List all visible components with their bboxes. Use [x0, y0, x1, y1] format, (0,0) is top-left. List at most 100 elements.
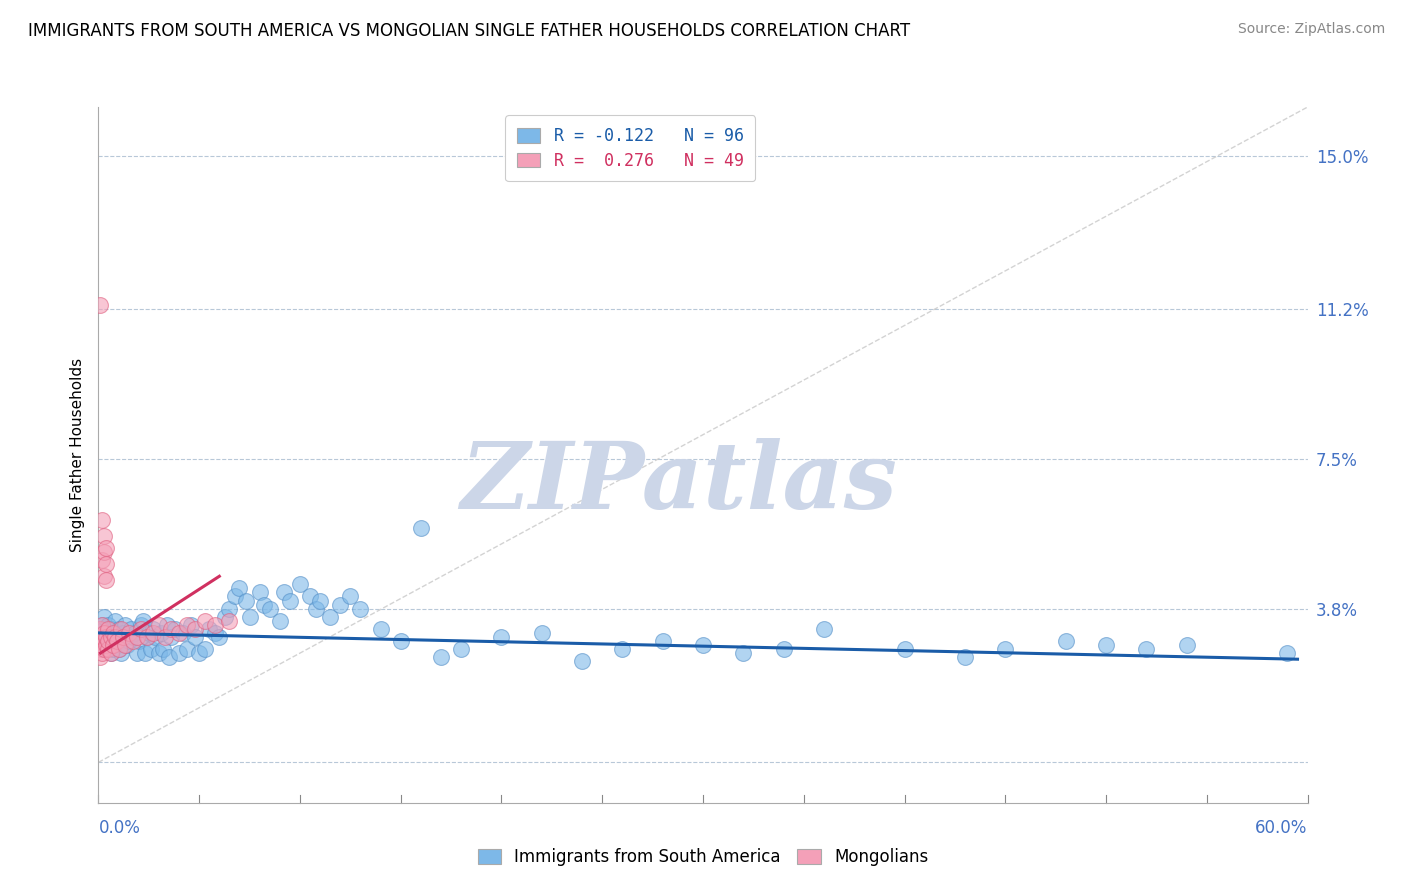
Point: [273, 585, 295, 599]
Point: [93, 622, 115, 636]
Point: [184, 630, 207, 644]
Point: [96, 574, 118, 588]
Text: 60.0%: 60.0%: [1256, 819, 1308, 837]
Point: [194, 614, 217, 628]
Point: [772, 642, 794, 657]
Point: [91, 553, 114, 567]
Point: [101, 638, 124, 652]
Point: [208, 630, 231, 644]
Point: [198, 622, 221, 636]
Point: [100, 622, 122, 636]
Point: [91, 646, 114, 660]
Point: [239, 609, 262, 624]
Point: [97, 630, 120, 644]
Point: [188, 646, 211, 660]
Point: [111, 630, 134, 644]
Point: [167, 626, 190, 640]
Point: [156, 617, 179, 632]
Point: [118, 626, 141, 640]
Point: [149, 626, 172, 640]
Point: [91, 630, 114, 644]
Point: [160, 630, 183, 644]
Point: [309, 593, 332, 607]
Point: [167, 646, 190, 660]
Point: [389, 634, 412, 648]
Point: [339, 590, 361, 604]
Point: [491, 630, 513, 644]
Point: [93, 529, 115, 543]
Point: [1054, 634, 1077, 648]
Point: [430, 650, 453, 665]
Point: [93, 626, 115, 640]
Point: [204, 626, 226, 640]
Point: [89, 650, 111, 665]
Point: [1095, 638, 1118, 652]
Point: [89, 630, 111, 644]
Point: [249, 585, 271, 599]
Point: [91, 634, 114, 648]
Point: [89, 642, 111, 657]
Point: [96, 626, 118, 640]
Point: [139, 642, 162, 657]
Point: [651, 634, 673, 648]
Point: [692, 638, 714, 652]
Point: [172, 626, 194, 640]
Point: [153, 630, 176, 644]
Point: [370, 622, 392, 636]
Point: [96, 642, 118, 657]
Point: [93, 609, 115, 624]
Point: [91, 617, 114, 632]
Point: [129, 617, 152, 632]
Text: ZIPatlas: ZIPatlas: [460, 438, 897, 528]
Point: [893, 642, 915, 657]
Point: [305, 601, 328, 615]
Point: [91, 617, 114, 632]
Point: [148, 617, 170, 632]
Point: [214, 609, 236, 624]
Point: [228, 582, 250, 596]
Point: [120, 622, 142, 636]
Point: [118, 634, 141, 648]
Point: [148, 646, 170, 660]
Point: [97, 638, 120, 652]
Point: [121, 630, 143, 644]
Point: [110, 646, 132, 660]
Point: [253, 598, 276, 612]
Text: Source: ZipAtlas.com: Source: ZipAtlas.com: [1237, 22, 1385, 37]
Point: [128, 634, 150, 648]
Point: [135, 630, 157, 644]
Point: [103, 614, 125, 628]
Point: [103, 626, 125, 640]
Point: [218, 601, 240, 615]
Point: [91, 638, 114, 652]
Point: [105, 634, 128, 648]
Point: [1175, 638, 1198, 652]
Point: [135, 630, 157, 644]
Point: [96, 638, 118, 652]
Point: [125, 630, 148, 644]
Point: [129, 622, 152, 636]
Point: [224, 590, 246, 604]
Point: [176, 642, 198, 657]
Point: [1277, 646, 1299, 660]
Point: [115, 638, 138, 652]
Point: [163, 622, 186, 636]
Point: [299, 590, 322, 604]
Legend: Immigrants from South America, Mongolians: Immigrants from South America, Mongolian…: [470, 839, 936, 874]
Point: [93, 569, 115, 583]
Point: [349, 601, 371, 615]
Y-axis label: Single Father Households: Single Father Households: [69, 358, 84, 552]
Point: [180, 617, 202, 632]
Point: [450, 642, 472, 657]
Point: [107, 642, 129, 657]
Point: [97, 617, 120, 632]
Point: [143, 630, 166, 644]
Point: [152, 642, 174, 657]
Point: [103, 630, 125, 644]
Point: [132, 614, 155, 628]
Point: [157, 650, 180, 665]
Point: [96, 557, 118, 571]
Point: [97, 634, 120, 648]
Point: [107, 622, 129, 636]
Point: [953, 650, 976, 665]
